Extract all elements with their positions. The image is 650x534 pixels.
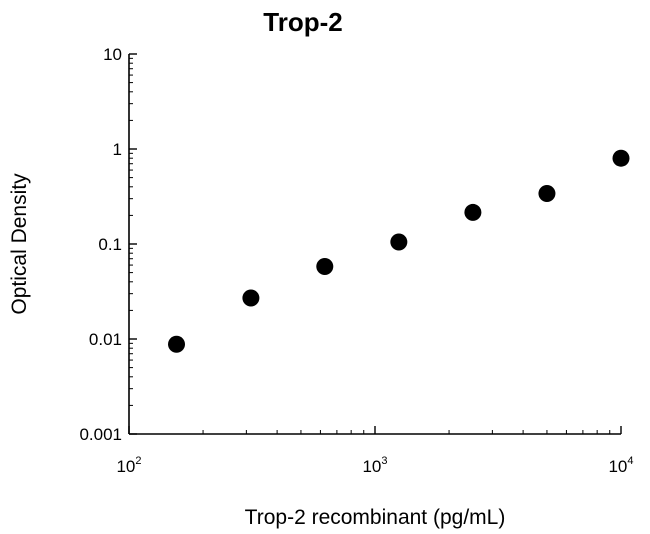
x-tick-base: 10 (362, 457, 381, 476)
x-axis: 102 103 104 (116, 426, 634, 476)
x-axis-label: Trop-2 recombinant (pg/mL) (245, 506, 506, 529)
data-points (168, 149, 630, 353)
y-ticks: 10 1 0.1 0.01 0.001 (79, 45, 137, 444)
data-point (612, 149, 630, 167)
data-point (464, 203, 482, 221)
y-tick-label: 1 (113, 140, 122, 159)
data-point (538, 185, 556, 203)
data-point (242, 289, 260, 307)
y-axis: 10 1 0.1 0.01 0.001 (79, 45, 137, 444)
x-tick-exponent: 4 (627, 455, 633, 467)
y-tick-label: 0.1 (98, 235, 122, 254)
x-tick-label: 104 (608, 455, 633, 476)
x-tick-exponent: 2 (135, 455, 141, 467)
x-tick-label: 102 (116, 455, 141, 476)
y-tick-label: 0.001 (79, 425, 122, 444)
x-tick-base: 10 (116, 457, 135, 476)
x-ticks: 102 103 104 (116, 426, 634, 476)
data-point (316, 257, 334, 275)
x-tick-label: 103 (362, 455, 387, 476)
y-tick-label: 10 (103, 45, 122, 64)
x-tick-base: 10 (608, 457, 627, 476)
y-axis-label: Optical Density (8, 173, 31, 315)
chart-title: Trop-2 (263, 7, 342, 37)
x-tick-exponent: 3 (381, 455, 387, 467)
data-point (390, 233, 408, 251)
data-point (168, 335, 186, 353)
y-tick-label: 0.01 (89, 330, 122, 349)
